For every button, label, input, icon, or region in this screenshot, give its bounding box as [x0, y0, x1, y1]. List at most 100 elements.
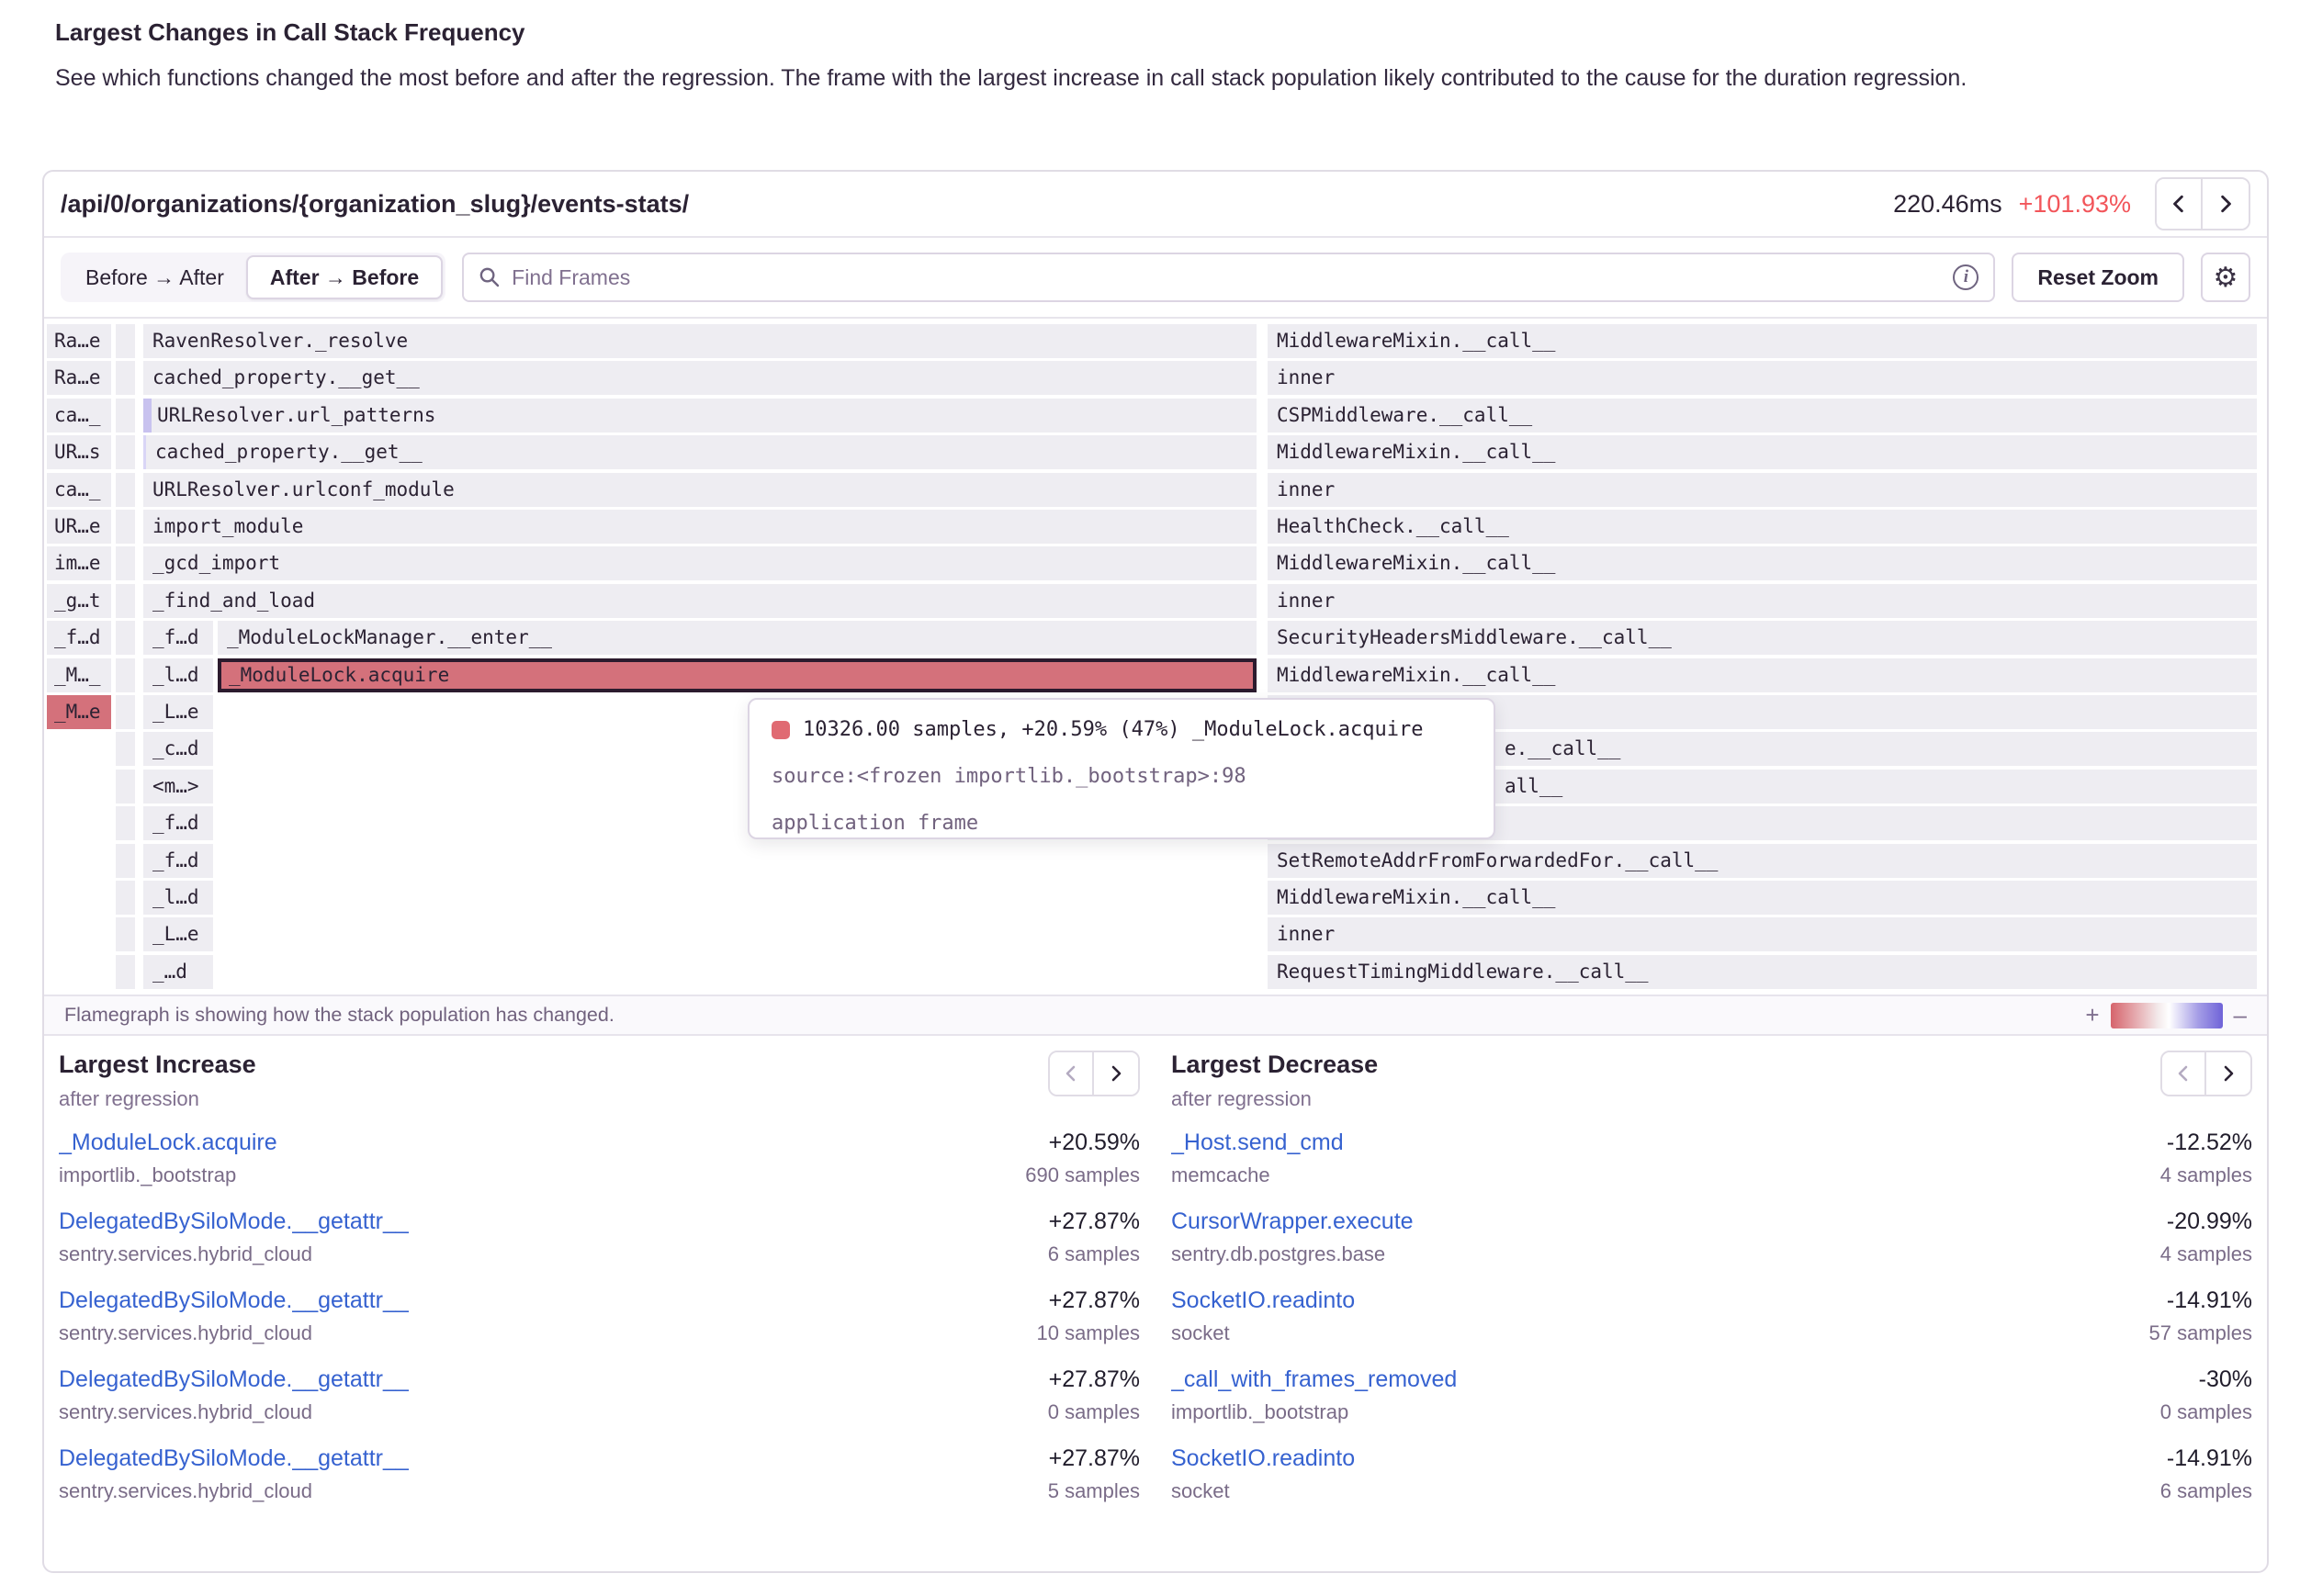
flame-frame-sliver[interactable] — [116, 806, 135, 840]
flame-frame-right[interactable]: SetRemoteAddrFromForwardedFor.__call__ — [1268, 844, 2257, 878]
flame-frame-main[interactable]: cached_property.__get__ — [143, 435, 1257, 469]
search-input[interactable] — [512, 264, 1954, 290]
flame-frame-sliver[interactable] — [116, 844, 135, 878]
flame-frame-right[interactable]: MiddlewareMixin.__call__ — [1268, 546, 2257, 580]
increase-list-item: DelegatedBySiloMode.__getattr__ +27.87% se… — [59, 1445, 1140, 1503]
flame-frame-right[interactable]: RequestTimingMiddleware.__call__ — [1268, 955, 2257, 989]
next-endpoint-button[interactable] — [2203, 179, 2249, 229]
flame-frame-sliver[interactable] — [116, 546, 135, 580]
flame-frame-sliver[interactable] — [116, 732, 135, 766]
flame-frame-sliver[interactable] — [116, 955, 135, 989]
flame-frame-main[interactable]: URLResolver.urlconf_module — [143, 473, 1257, 507]
settings-button[interactable]: ⚙ — [2201, 253, 2250, 302]
flame-frame-mid[interactable]: _f…d — [143, 806, 213, 840]
flame-frame-mid[interactable]: _l…d — [143, 658, 213, 692]
find-frames-searchbox[interactable]: i — [462, 253, 1996, 302]
sample-count: 4 samples — [2159, 1163, 2252, 1186]
flame-frame-mid[interactable]: _L…e — [143, 695, 213, 729]
decrease-next-button[interactable] — [2206, 1052, 2250, 1095]
flame-frame-right[interactable]: inner — [1268, 473, 2257, 507]
increase-next-button[interactable] — [1094, 1052, 1138, 1095]
flame-frame-main[interactable]: RavenResolver._resolve — [143, 324, 1257, 358]
flame-frame-main[interactable]: import_module — [143, 510, 1257, 544]
flame-frame-sliver[interactable] — [116, 917, 135, 951]
reset-zoom-button[interactable]: Reset Zoom — [2012, 253, 2184, 302]
flame-frame-mid[interactable]: _c…d — [143, 732, 213, 766]
frame-function-link[interactable]: _ModuleLock.acquire — [59, 1130, 277, 1155]
frame-module: memcache — [1171, 1163, 1270, 1186]
endpoint-pagination — [2155, 177, 2250, 230]
frame-function-link[interactable]: DelegatedBySiloMode.__getattr__ — [59, 1287, 409, 1313]
increase-list-item: DelegatedBySiloMode.__getattr__ +27.87% se… — [59, 1208, 1140, 1266]
flame-frame-right[interactable]: MiddlewareMixin.__call__ — [1268, 324, 2257, 358]
frame-function-link[interactable]: _call_with_frames_removed — [1171, 1366, 1458, 1392]
flame-frame-left[interactable]: im…e — [47, 546, 111, 580]
flame-frame-sliver[interactable] — [116, 621, 135, 655]
info-icon[interactable]: i — [1953, 264, 1979, 290]
flame-frame-left[interactable]: Ra…e — [47, 361, 111, 395]
flame-frame-right[interactable]: HealthCheck.__call__ — [1268, 510, 2257, 544]
flame-frame-sliver[interactable] — [116, 658, 135, 692]
frame-function-link[interactable]: DelegatedBySiloMode.__getattr__ — [59, 1208, 409, 1234]
direction-toggle: Before → After After → Before — [61, 253, 446, 302]
frame-function-link[interactable]: CursorWrapper.execute — [1171, 1208, 1414, 1234]
flame-frame-right[interactable]: MiddlewareMixin.__call__ — [1268, 658, 2257, 692]
flame-frame-mid[interactable]: _…d — [143, 955, 213, 989]
flame-frame-mid[interactable]: <m…> — [143, 770, 213, 804]
flame-frame-sliver[interactable] — [116, 324, 135, 358]
toggle-before-after[interactable]: Before → After — [85, 264, 224, 289]
prev-endpoint-button[interactable] — [2157, 179, 2203, 229]
flame-frame-sliver[interactable] — [116, 435, 135, 469]
flame-frame-left[interactable]: _M…e — [47, 695, 111, 729]
flame-frame-right[interactable]: SecurityHeadersMiddleware.__call__ — [1268, 621, 2257, 655]
flame-frame-main[interactable]: URLResolver.url_patterns — [143, 399, 1257, 433]
flame-frame-sliver[interactable] — [116, 510, 135, 544]
flame-frame-mid[interactable]: _l…d — [143, 881, 213, 915]
frame-module: sentry.services.hybrid_cloud — [59, 1479, 312, 1502]
flame-frame-sliver[interactable] — [116, 881, 135, 915]
flame-frame-left[interactable]: ca…_ — [47, 399, 111, 433]
flamegraph-canvas[interactable]: 10326.00 samples, +20.59% (47%) _ModuleL… — [44, 319, 2267, 995]
gear-icon: ⚙ — [2213, 261, 2238, 294]
flame-frame-sliver[interactable] — [116, 399, 135, 433]
flame-frame-right[interactable]: inner — [1268, 361, 2257, 395]
flame-frame-mid[interactable]: _f…d — [143, 621, 213, 655]
flame-frame-mid[interactable]: _f…d — [143, 844, 213, 878]
flame-frame-left[interactable]: _M…_ — [47, 658, 111, 692]
flame-frame-left[interactable]: _g…t — [47, 584, 111, 618]
frame-function-link[interactable]: SocketIO.readinto — [1171, 1287, 1356, 1313]
chevron-left-icon — [1065, 1065, 1076, 1082]
frame-function-link[interactable]: SocketIO.readinto — [1171, 1445, 1356, 1471]
flame-frame-mid[interactable]: _L…e — [143, 917, 213, 951]
tooltip-frame-type: application frame — [772, 812, 979, 835]
flame-frame-left[interactable]: Ra…e — [47, 324, 111, 358]
flame-frame-main[interactable]: _find_and_load — [143, 584, 1257, 618]
flame-frame-left[interactable]: UR…s — [47, 435, 111, 469]
increase-prev-button[interactable] — [1050, 1052, 1094, 1095]
tooltip-samples: 10326.00 samples, +20.59% (47%) _ModuleL… — [803, 718, 1424, 741]
flame-frame-sliver[interactable] — [116, 473, 135, 507]
flame-frame-main[interactable]: _ModuleLockManager.__enter__ — [218, 621, 1257, 655]
tooltip-source: source:<frozen importlib._bootstrap>:98 — [772, 765, 1246, 788]
flame-frame-right[interactable]: MiddlewareMixin.__call__ — [1268, 435, 2257, 469]
frame-function-link[interactable]: _Host.send_cmd — [1171, 1130, 1344, 1155]
flame-frame-sliver[interactable] — [116, 695, 135, 729]
flame-frame-left[interactable]: ca…_ — [47, 473, 111, 507]
sample-count: 4 samples — [2159, 1242, 2252, 1265]
flame-frame-right[interactable]: inner — [1268, 917, 2257, 951]
flame-frame-right[interactable]: MiddlewareMixin.__call__ — [1268, 881, 2257, 915]
flame-frame-main[interactable]: cached_property.__get__ — [143, 361, 1257, 395]
flame-frame-main[interactable]: _gcd_import — [143, 546, 1257, 580]
flame-frame-left[interactable]: _f…d — [47, 621, 111, 655]
toggle-after-before[interactable]: After → Before — [245, 255, 444, 299]
flame-frame-sliver[interactable] — [116, 361, 135, 395]
frame-function-link[interactable]: DelegatedBySiloMode.__getattr__ — [59, 1366, 409, 1392]
frame-function-link[interactable]: DelegatedBySiloMode.__getattr__ — [59, 1445, 409, 1471]
flame-frame-sliver[interactable] — [116, 584, 135, 618]
flame-frame-selected[interactable]: _ModuleLock.acquire — [218, 658, 1257, 692]
flame-frame-sliver[interactable] — [116, 770, 135, 804]
flame-frame-right[interactable]: CSPMiddleware.__call__ — [1268, 399, 2257, 433]
flame-frame-left[interactable]: UR…e — [47, 510, 111, 544]
decrease-prev-button[interactable] — [2162, 1052, 2206, 1095]
flame-frame-right[interactable]: inner — [1268, 584, 2257, 618]
